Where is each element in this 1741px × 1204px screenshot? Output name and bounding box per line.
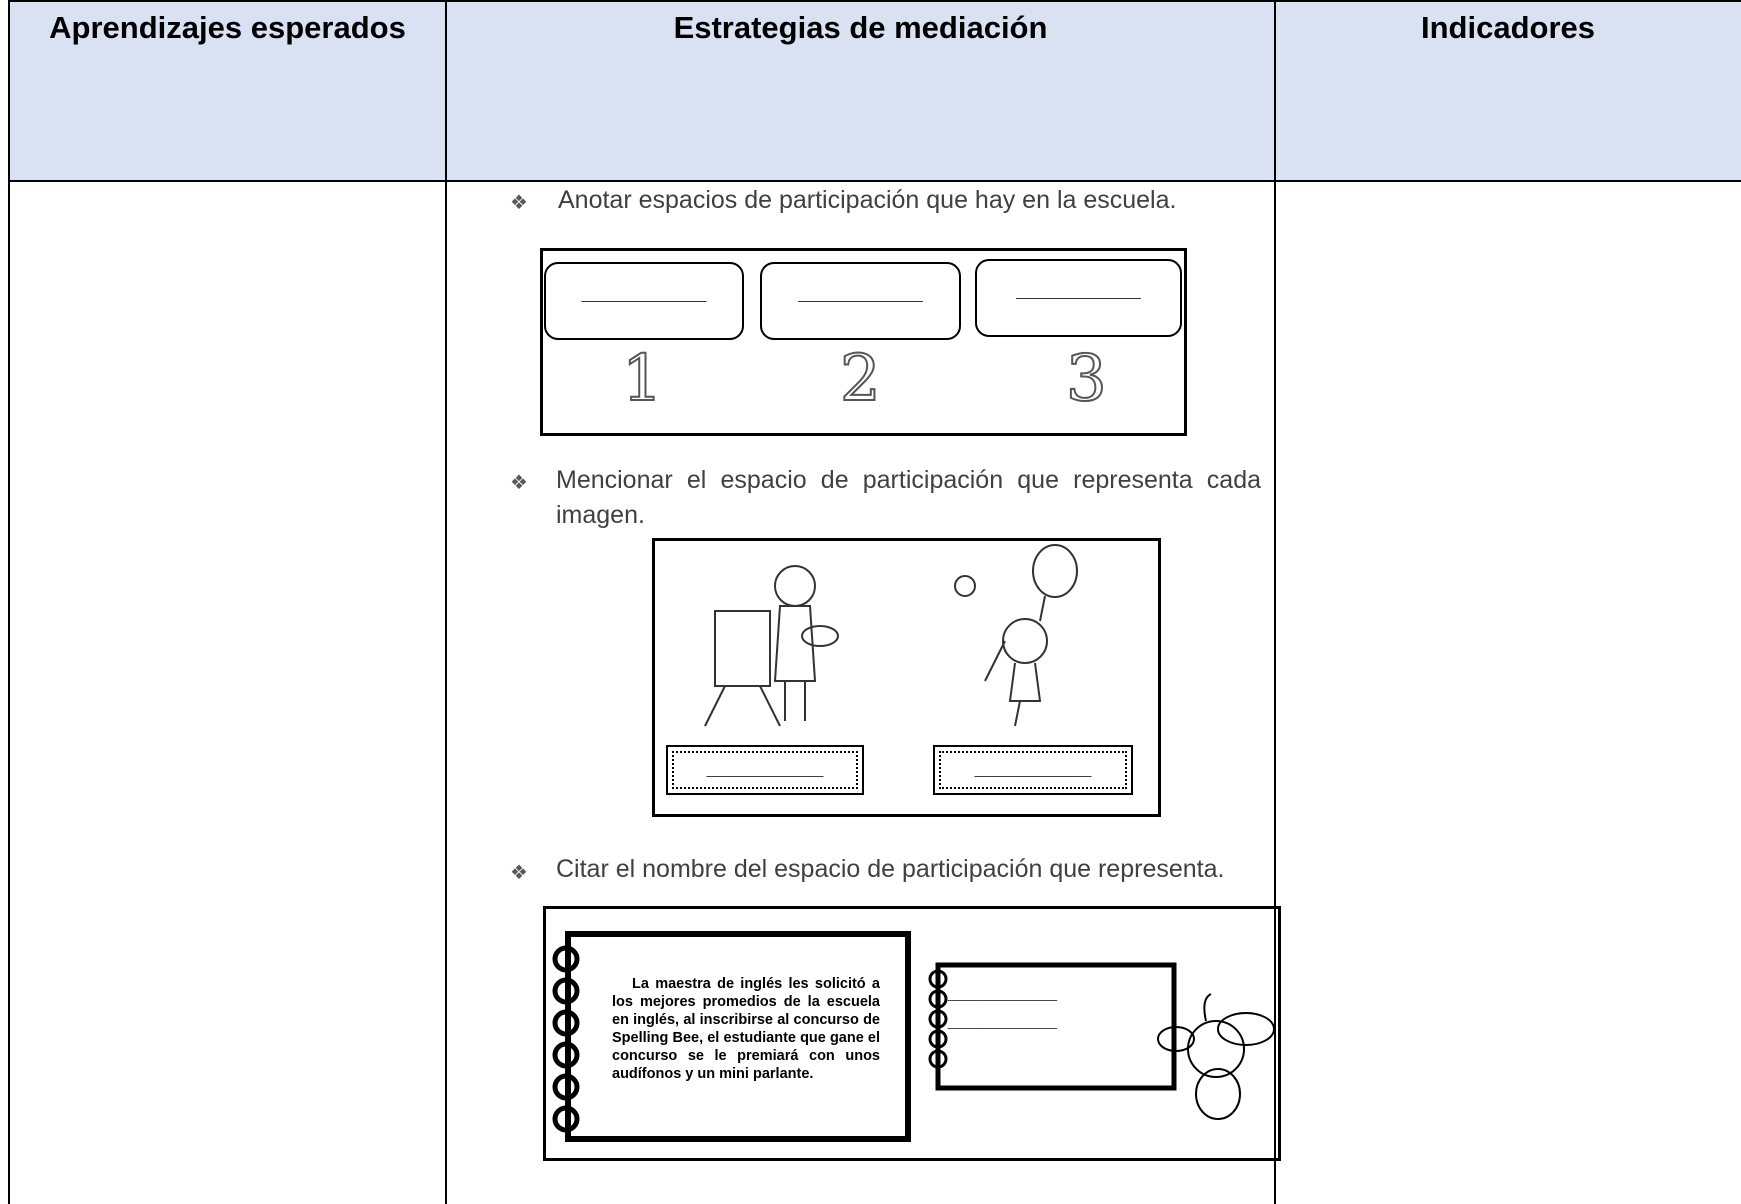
activity-frame xyxy=(543,906,1281,1161)
table-border xyxy=(9,180,1741,182)
header-cell: Aprendizajes esperados xyxy=(9,0,446,181)
number-figure: 1 xyxy=(621,341,664,417)
table-border xyxy=(8,0,10,1204)
header-cell: Indicadores xyxy=(1275,0,1741,181)
illustrations xyxy=(704,544,1078,727)
bullet: ❖ xyxy=(510,862,528,884)
activity-text: Anotar espacios de participación que hay… xyxy=(558,186,1177,214)
activity-text: Mencionar el espacio de participación qu… xyxy=(556,466,1261,529)
story-text: La maestra de inglés les solicitó a los … xyxy=(612,976,880,1082)
answer-box: ______________ xyxy=(544,262,744,340)
header-cell: Estrategias de mediación xyxy=(446,0,1275,181)
number-figure: 2 xyxy=(839,341,882,417)
table-border xyxy=(445,0,447,1204)
bullet: ❖ xyxy=(510,192,528,214)
answer-box: ______________ xyxy=(666,745,864,795)
notebook-drawings xyxy=(552,931,1275,1142)
blank: ______________ xyxy=(672,751,858,789)
activity-frame xyxy=(652,538,1161,817)
activity-text: Citar el nombre del espacio de participa… xyxy=(556,855,1225,883)
activity-frame xyxy=(540,248,1187,436)
table-border xyxy=(9,0,1741,2)
bullet: ❖ xyxy=(510,472,528,494)
answer-box: ______________ xyxy=(975,259,1182,337)
blank: ______________ xyxy=(948,985,1058,1001)
blank: ______________ xyxy=(948,1013,1058,1029)
table-border xyxy=(1274,0,1276,1204)
number-figure: 3 xyxy=(1065,341,1108,417)
blank: ______________ xyxy=(939,751,1127,789)
answer-box: ______________ xyxy=(760,262,961,340)
answer-box: ______________ xyxy=(933,745,1133,795)
